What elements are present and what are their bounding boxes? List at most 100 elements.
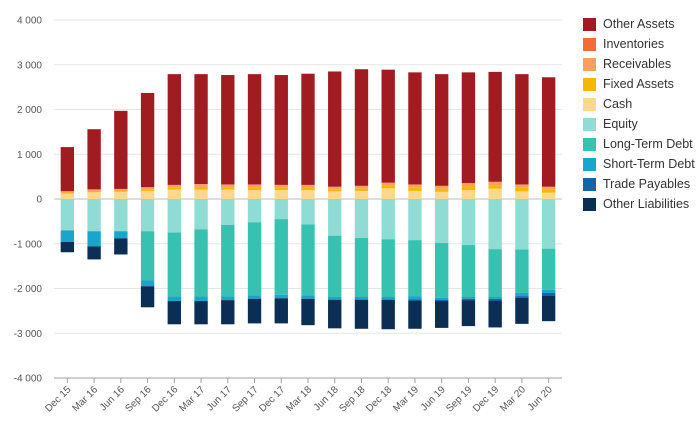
bar-segment-other-assets (274, 75, 288, 185)
legend-label: Cash (603, 97, 633, 111)
bar-segment-cash (354, 190, 369, 199)
bar-segment-receivables (328, 186, 342, 190)
bar-segment-cash (87, 192, 101, 199)
x-tick-label: Mar 20 (498, 384, 528, 414)
bar-segment-fixed-assets (114, 190, 128, 192)
bar-segment-cash (140, 190, 155, 199)
bar-segment-other-liabilities (140, 286, 155, 308)
bar-segment-short-term-debt (87, 231, 101, 247)
y-tick-label: 2 000 (17, 105, 42, 116)
legend-item[interactable]: Other Liabilities (583, 194, 695, 214)
y-tick-label: -4 000 (14, 374, 43, 385)
bar-segment-other-assets (140, 92, 155, 188)
y-tick-label: -2 000 (14, 284, 43, 295)
x-tick-label: Mar 19 (391, 384, 421, 414)
bar-segment-fixed-assets (461, 186, 476, 191)
bar-segment-short-term-debt (114, 231, 128, 239)
legend-item[interactable]: Fixed Assets (583, 74, 695, 94)
bar-segment-long-term-debt (461, 245, 476, 298)
bar-segment-other-assets (221, 75, 235, 185)
legend-label: Receivables (603, 57, 672, 71)
bar-segment-other-assets (328, 71, 342, 187)
bar-segment-cash (167, 189, 181, 199)
bar-segment-cash (461, 190, 476, 199)
bar-segment-other-liabilities (461, 300, 476, 327)
bar-segment-other-assets (87, 129, 101, 190)
bar-segment-receivables (140, 187, 155, 190)
legend-item[interactable]: Receivables (583, 54, 695, 74)
bar-segment-other-assets (381, 69, 395, 183)
bar-segment-receivables (515, 184, 529, 188)
bar-segment-receivables (435, 186, 449, 189)
bar-segment-other-assets (435, 74, 449, 186)
legend-label: Short-Term Debt (603, 157, 695, 171)
bar-segment-cash (328, 191, 342, 199)
bar-segment-equity (60, 199, 75, 231)
legend-item[interactable]: Equity (583, 114, 695, 134)
bar-segment-long-term-debt (301, 224, 315, 296)
x-tick-label: Dec 18 (364, 384, 394, 414)
bar-segment-cash (301, 190, 315, 199)
x-tick-label: Sep 16 (124, 384, 154, 414)
bar-segment-cash (194, 189, 208, 199)
legend-swatch (583, 17, 596, 31)
bar-segment-long-term-debt (408, 240, 422, 297)
bar-segment-receivables (221, 184, 235, 188)
bar-segment-receivables (354, 186, 369, 189)
x-tick-label: Mar 17 (177, 384, 207, 414)
y-tick-label: 0 (36, 195, 42, 206)
bar-segment-cash (221, 189, 235, 199)
bar-segment-receivables (381, 182, 395, 186)
bar-segment-short-term-debt (167, 296, 181, 302)
legend-item[interactable]: Long-Term Debt (583, 134, 695, 154)
y-tick-label: -3 000 (14, 329, 43, 340)
bar-segment-other-liabilities (541, 295, 556, 322)
legend-item[interactable]: Cash (583, 94, 695, 114)
bar-segment-short-term-debt (515, 292, 529, 297)
legend-item[interactable]: Inventories (583, 34, 695, 54)
bar-segment-receivables (274, 185, 288, 188)
legend-swatch (583, 117, 596, 131)
bar-segment-other-liabilities (194, 301, 208, 325)
bar-segment-long-term-debt (328, 235, 342, 298)
legend-item[interactable]: Trade Payables (583, 174, 695, 194)
bar-segment-fixed-assets (87, 190, 101, 193)
legend-label: Other Liabilities (603, 197, 690, 211)
bar-segment-equity (274, 199, 288, 220)
bar-segment-receivables (461, 183, 476, 187)
bar-segment-trade-payables (435, 299, 449, 302)
bar-segment-other-assets (194, 74, 208, 185)
bar-segment-other-liabilities (354, 299, 369, 329)
bar-segment-other-assets (488, 71, 502, 182)
bar-segment-equity (167, 199, 181, 233)
bar-segment-other-liabilities (381, 299, 395, 330)
bar-segment-fixed-assets (381, 185, 395, 189)
bar-segment-long-term-debt (140, 231, 155, 281)
bar-segment-short-term-debt (541, 289, 556, 293)
bar-segment-cash (381, 188, 395, 199)
bar-segment-cash (247, 190, 262, 199)
bar-segment-trade-payables (541, 292, 556, 296)
bar-segment-other-liabilities (515, 297, 529, 324)
bar-segment-equity (435, 199, 449, 243)
legend-item[interactable]: Other Assets (583, 14, 695, 34)
bar-segment-fixed-assets (515, 187, 529, 192)
bar-segment-equity (461, 199, 476, 246)
bar-segment-cash (274, 190, 288, 199)
bar-segment-long-term-debt (354, 237, 369, 298)
bar-segment-receivables (541, 186, 556, 190)
bar-segment-equity (194, 199, 208, 230)
x-tick-label: Jun 19 (419, 384, 448, 413)
bar-segment-other-liabilities (247, 298, 262, 324)
bar-segment-other-assets (167, 74, 181, 185)
bar-segment-fixed-assets (194, 186, 208, 190)
bar-segment-trade-payables (515, 296, 529, 298)
bar-segment-fixed-assets (301, 187, 315, 191)
legend-item[interactable]: Short-Term Debt (583, 154, 695, 174)
bar-segment-short-term-debt (221, 296, 235, 301)
legend-label: Long-Term Debt (603, 137, 693, 151)
legend-swatch (583, 197, 596, 211)
bar-segment-other-liabilities (274, 298, 288, 324)
bar-segment-receivables (194, 184, 208, 187)
